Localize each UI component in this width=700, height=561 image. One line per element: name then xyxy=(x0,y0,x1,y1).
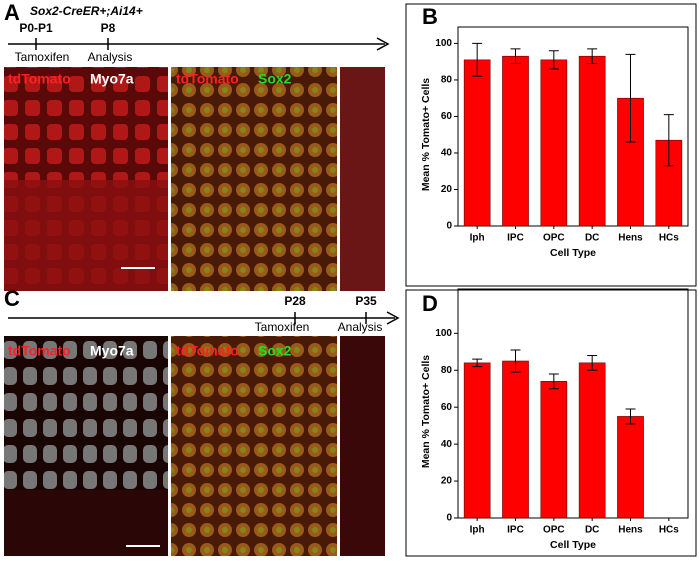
bar xyxy=(463,362,491,519)
error-bar xyxy=(587,48,598,65)
bar xyxy=(540,381,568,519)
stain-label: tdTomato xyxy=(8,71,71,87)
bar xyxy=(617,416,644,519)
x-tick-label: DC xyxy=(585,233,599,244)
stain-label: Sox2 xyxy=(258,343,292,359)
x-tick-label: DC xyxy=(585,525,599,536)
stain-label: tdTomato xyxy=(176,71,239,87)
x-tick-label: Iph xyxy=(470,233,485,244)
micrograph xyxy=(340,67,385,291)
x-tick-label: OPC xyxy=(543,233,565,244)
plot-frame xyxy=(457,26,689,227)
timepoint: P8 xyxy=(101,21,116,35)
bar xyxy=(540,59,568,227)
micrograph xyxy=(171,336,337,556)
panel-label: D xyxy=(422,291,438,316)
plot-frame xyxy=(457,288,689,519)
stain-label: Myo7a xyxy=(90,71,134,87)
error-bar xyxy=(587,354,598,371)
x-tick-label: IPC xyxy=(507,233,524,244)
y-tick-label: 0 xyxy=(446,221,452,232)
bar xyxy=(463,59,491,227)
y-tick-label: 60 xyxy=(441,111,453,122)
event: Analysis xyxy=(338,320,383,334)
error-bar xyxy=(548,373,559,390)
x-tick-label: HCs xyxy=(659,233,679,244)
stain-label: Sox2 xyxy=(258,71,292,87)
event: Tamoxifen xyxy=(15,50,70,64)
error-bar xyxy=(510,349,521,373)
micrograph xyxy=(340,336,385,556)
event: Tamoxifen xyxy=(255,320,310,334)
bar xyxy=(578,55,606,227)
panel-frame xyxy=(405,3,697,287)
panel-label: C xyxy=(4,286,20,311)
x-axis-label: Cell Type xyxy=(550,539,596,551)
y-tick-label: 80 xyxy=(441,75,453,86)
x-tick-label: IPC xyxy=(507,525,524,536)
y-tick-label: 20 xyxy=(441,184,453,195)
panel-label: A xyxy=(4,0,20,25)
timepoint: P0-P1 xyxy=(19,21,53,35)
x-tick-label: OPC xyxy=(543,525,565,536)
genotype: Sox2-CreER+;Ai14+ xyxy=(30,4,143,18)
y-tick-label: 80 xyxy=(441,365,453,376)
y-tick-label: 40 xyxy=(441,148,453,159)
error-bar xyxy=(625,408,636,425)
x-tick-label: Hens xyxy=(618,233,643,244)
y-tick-label: 40 xyxy=(441,439,453,450)
stain-label: tdTomato xyxy=(8,343,71,359)
stain-label: Myo7a xyxy=(90,343,134,359)
error-bar xyxy=(472,42,483,77)
y-tick-label: 20 xyxy=(441,476,453,487)
y-axis-label: Mean % Tomato+ Cells xyxy=(420,355,432,468)
x-axis-label: Cell Type xyxy=(550,247,596,259)
error-bar xyxy=(663,114,674,167)
timepoint: P28 xyxy=(284,294,306,308)
y-axis-label: Mean % Tomato+ Cells xyxy=(420,78,432,191)
x-tick-label: Hens xyxy=(618,525,643,536)
y-tick-label: 100 xyxy=(435,38,452,49)
error-bar xyxy=(510,48,521,65)
arrow-head xyxy=(386,311,400,325)
x-tick-label: HCs xyxy=(659,525,679,536)
bar xyxy=(502,360,529,519)
micrograph-region xyxy=(4,180,168,291)
y-tick-label: 60 xyxy=(441,402,453,413)
error-bar xyxy=(472,358,483,368)
stain-label: tdTomato xyxy=(176,343,239,359)
timepoint: P35 xyxy=(355,294,377,308)
panel-label: B xyxy=(422,4,438,29)
micrograph xyxy=(171,67,337,291)
panel-frame xyxy=(405,289,697,557)
event: Analysis xyxy=(88,50,133,64)
x-tick-label: Iph xyxy=(470,525,485,536)
y-tick-label: 0 xyxy=(446,513,452,524)
bar xyxy=(578,362,606,519)
error-bar xyxy=(548,50,559,70)
arrow-head xyxy=(376,37,390,51)
y-tick-label: 100 xyxy=(435,328,452,339)
error-bar xyxy=(625,53,636,143)
bar xyxy=(502,55,529,227)
